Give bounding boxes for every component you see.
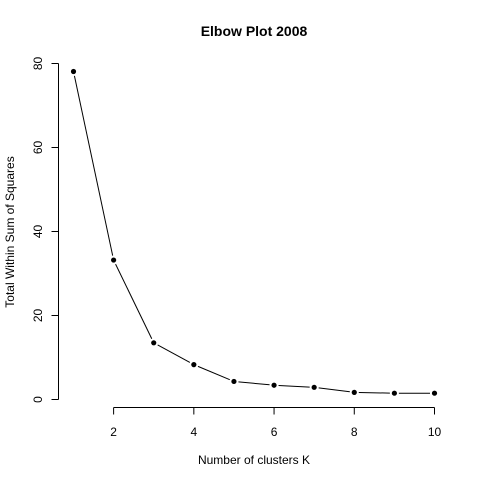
x-tick-label: 4 <box>190 425 197 439</box>
data-point <box>151 340 157 346</box>
x-axis: 2 4 6 8 10 <box>110 407 442 439</box>
x-tick-label: 10 <box>428 425 442 439</box>
series-line-segment <box>197 365 230 381</box>
series-line-segment <box>278 384 310 388</box>
y-tick-label: 20 <box>31 309 45 323</box>
series-line-segment <box>238 381 270 386</box>
x-axis-label: Number of clusters K <box>198 453 310 467</box>
y-axis: 0 20 40 60 80 <box>31 57 59 403</box>
data-point <box>431 390 438 396</box>
series <box>70 68 438 396</box>
y-tick-label: 0 <box>31 396 45 403</box>
x-tick-label: 8 <box>351 425 358 439</box>
data-point <box>351 389 357 395</box>
series-line-segment <box>318 387 350 393</box>
y-tick-label: 40 <box>31 225 45 239</box>
series-line-segment <box>358 391 390 394</box>
data-point <box>191 362 197 368</box>
data-point <box>311 384 317 390</box>
chart-title: Elbow Plot 2008 <box>201 23 308 39</box>
y-axis-label: Total Within Sum of Squares <box>3 156 17 307</box>
x-tick-label: 2 <box>110 425 117 439</box>
series-line-segment <box>115 263 153 339</box>
x-tick-label: 6 <box>271 425 278 439</box>
data-point <box>111 257 117 263</box>
data-point <box>231 378 237 385</box>
series-line-segment <box>73 75 114 256</box>
y-tick-label: 60 <box>31 141 45 155</box>
series-line-segment <box>157 344 191 363</box>
data-point <box>70 68 77 75</box>
y-tick-label: 80 <box>31 57 45 71</box>
data-point <box>391 390 397 396</box>
data-point <box>271 382 277 388</box>
